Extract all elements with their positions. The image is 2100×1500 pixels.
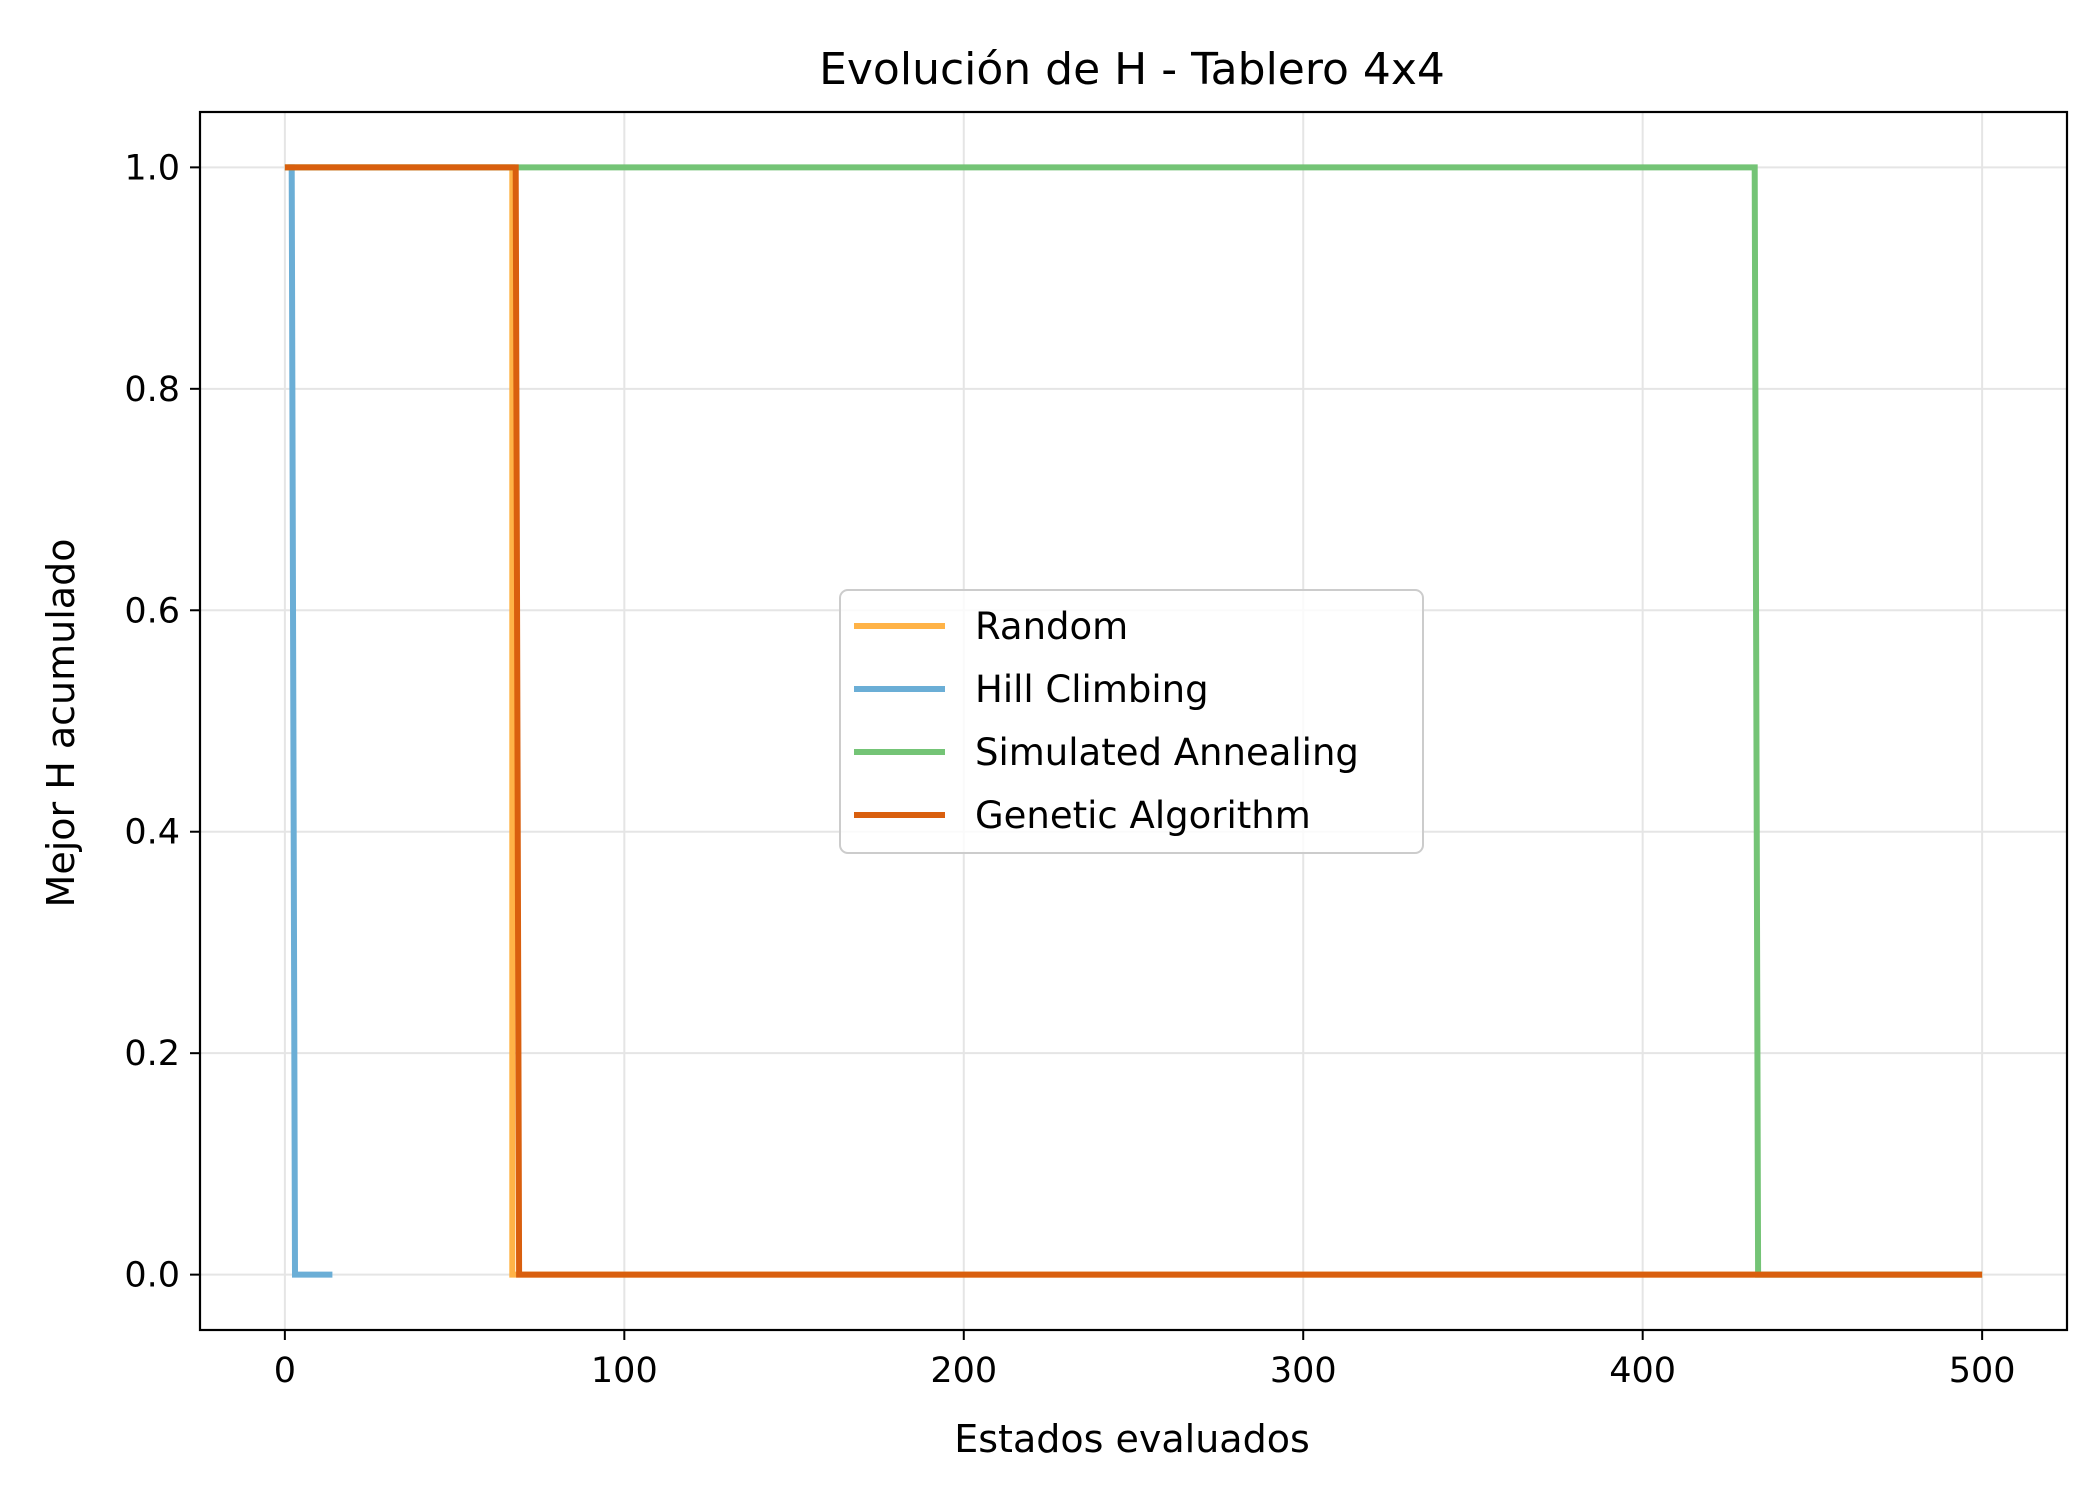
x-axis-label: Estados evaluados [954,1417,1310,1461]
y-tick-label: 0.8 [124,370,180,410]
y-tick-label: 0.4 [124,813,180,853]
y-tick-label: 1.0 [124,148,180,188]
x-tick-label: 0 [274,1351,296,1391]
x-tick-label: 100 [591,1351,658,1391]
axis-ticks: 0 100 200 300 400 500 0.0 0.2 0.4 0.6 0.8 1.0 [124,148,2015,1391]
legend: Random Hill Climbing Simulated Annealing Ge… [839,589,1424,854]
y-tick-label: 0.2 [124,1034,180,1074]
legend-label-hill-climbing: Hill Climbing [975,668,1209,711]
series-line-genetic-algorithm [284,164,1983,1278]
x-tick-label: 200 [930,1351,997,1391]
legend-box [839,589,1424,854]
chart-title: Evolución de H - Tablero 4x4 [819,44,1445,95]
x-tick-label: 400 [1609,1351,1676,1391]
y-tick-label: 0.6 [124,591,180,631]
y-tick-label: 0.0 [124,1256,180,1296]
legend-label-simulated-annealing: Simulated Annealing [975,731,1359,774]
plot-frame [198,110,2069,1332]
plot-lines [284,164,1983,1278]
legend-label-random: Random [975,605,1128,648]
legend-label-genetic-algorithm: Genetic Algorithm [975,794,1311,837]
x-tick-label: 300 [1270,1351,1337,1391]
y-axis-label: Mejor H acumulado [39,539,83,908]
x-tick-label: 500 [1949,1351,2016,1391]
